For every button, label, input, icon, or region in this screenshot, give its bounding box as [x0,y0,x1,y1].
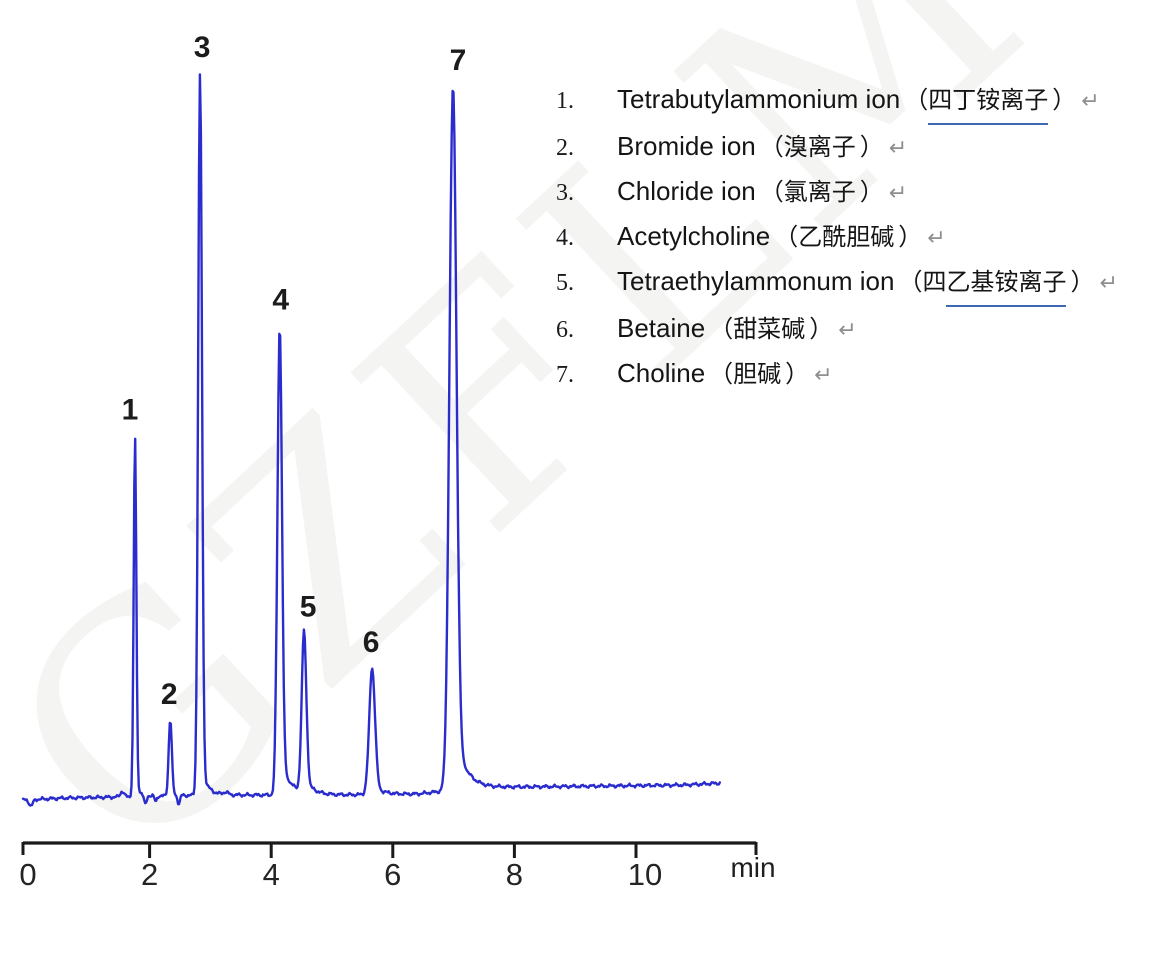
x-axis-tick-label: 6 [384,857,401,892]
legend-item: 6. Betaine （甜菜碱） ↵ [556,307,1118,352]
x-axis-tick-label: 10 [628,857,662,892]
legend-item-name-zh-underlined: 乙基铵离子 [946,262,1067,307]
paren-open: （ [709,317,734,343]
return-mark-icon: ↵ [1099,271,1118,296]
legend-item-name-zh: 乙酰胆碱 [798,225,895,251]
peak-label: 3 [194,31,211,64]
legend-item: 1. Tetrabutylammonium ion （四丁铵离子） ↵ [556,78,1118,125]
x-axis-tick-label: 8 [506,857,523,892]
paren-close: ） [785,362,810,388]
paren-open: （ [759,180,784,206]
legend-item-name-en: Bromide ion [617,131,756,161]
legend-item-number: 5. [556,270,574,296]
peak-label: 6 [363,626,380,659]
paren-close: ） [859,135,884,161]
legend-item: 4. Acetylcholine （乙酰胆碱） ↵ [556,215,1118,260]
x-axis-unit-label: min [730,852,775,883]
legend-item-number: 4. [556,225,574,251]
paren-open: （ [904,88,929,114]
legend-item-name-en: Chloride ion [617,176,756,206]
return-mark-icon: ↵ [888,181,908,206]
paren-close: ） [898,225,923,251]
paren-close: ） [1070,270,1095,296]
peak-legend: 1. Tetrabutylammonium ion （四丁铵离子） ↵ 2. Bromid… [556,78,1118,397]
trace-group [21,73,721,807]
paren-close: ） [1052,88,1077,114]
chromatogram-trace [21,73,721,807]
legend-item: 2. Bromide ion （溴离子） ↵ [556,125,1118,170]
legend-item-name-en: Tetrabutylammonium ion [617,84,901,114]
legend-item: 3. Chloride ion （氯离子） ↵ [556,170,1118,215]
return-mark-icon: ↵ [927,226,946,251]
x-axis-tick-label: 0 [19,857,36,892]
legend-item-number: 7. [556,362,574,388]
legend-item-name-zh: 胆碱 [733,362,782,388]
paren-close: ） [859,180,884,206]
legend-item-number: 3. [556,180,574,206]
return-mark-icon: ↵ [838,318,857,343]
legend-item-name-zh: 溴离子 [783,135,856,161]
legend-item-name-zh: 四 [922,270,947,296]
x-axis: 0 2 4 6 8 10 min [19,841,776,892]
legend-item-name-zh: 甜菜碱 [733,317,806,343]
x-axis-tick-label: 2 [141,857,158,892]
legend-item-number: 2. [556,135,574,161]
legend-item-name-zh: 氯离子 [783,180,856,206]
legend-item-name-en: Betaine [617,313,706,343]
peak-label: 4 [272,284,289,317]
legend-item-name-en: Acetylcholine [617,221,771,251]
return-mark-icon: ↵ [888,136,908,161]
paren-open: （ [774,225,799,251]
legend-item-number: 1. [556,88,574,114]
legend-item: 5. Tetraethylammonum ion （四乙基铵离子） ↵ [556,260,1118,307]
legend-item-name-zh-underlined: 四丁铵离子 [928,80,1049,125]
legend-item: 7. Choline （胆碱） ↵ [556,352,1118,397]
legend-item-name-en: Tetraethylammonum ion [617,266,895,296]
paren-open: （ [898,270,923,296]
paren-open: （ [709,362,734,388]
peak-label: 5 [300,591,317,624]
peak-labels: 1 2 3 4 5 6 7 [122,31,467,711]
paren-open: （ [759,135,784,161]
peak-label: 1 [122,394,139,427]
paren-close: ） [809,317,834,343]
return-mark-icon: ↵ [1081,89,1100,114]
peak-label: 7 [450,44,467,77]
chromatogram-plot: 0 2 4 6 8 10 min 1 2 3 4 5 6 7 [19,31,776,892]
legend-item-name-en: Choline [617,358,706,388]
legend-item-number: 6. [556,317,574,343]
x-axis-tick-label: 4 [263,857,280,892]
return-mark-icon: ↵ [814,363,833,388]
peak-label: 2 [161,678,178,711]
